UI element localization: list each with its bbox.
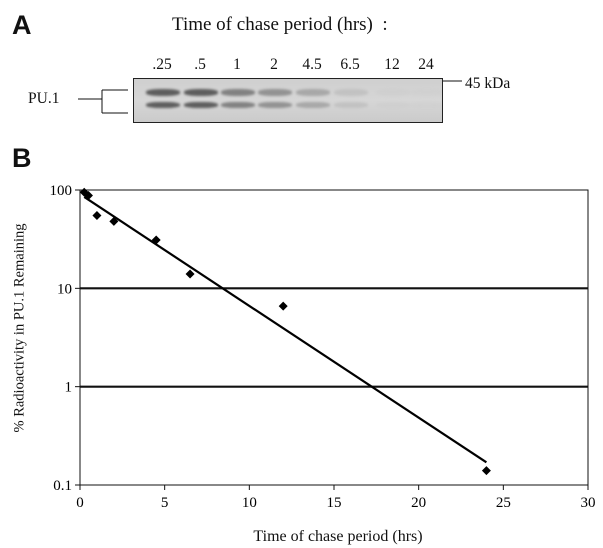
gel-band (146, 89, 180, 96)
plot-frame (79, 189, 589, 486)
gel-band (376, 102, 410, 108)
y-tick-label: 1 (65, 380, 73, 396)
data-point (109, 216, 119, 226)
gel-band (258, 89, 292, 96)
gel-band (334, 102, 368, 108)
gel-band (184, 102, 218, 108)
fit-line (83, 196, 488, 464)
lane-label: 1 (233, 56, 241, 73)
protein-label: PU.1 (28, 90, 60, 107)
lane-label: .5 (194, 56, 206, 73)
gel-title: Time of chase period (hrs) : (172, 14, 388, 35)
gel-band (410, 89, 442, 96)
gel-band (146, 102, 180, 108)
y-tick-label: 10 (57, 281, 72, 297)
data-point (92, 211, 102, 221)
gel-band (410, 102, 442, 108)
lane-label: .25 (152, 56, 172, 73)
panel-b-label: B (12, 143, 32, 173)
panel-a-label: A (12, 10, 32, 40)
y-tick-label: 0.1 (53, 478, 72, 494)
x-tick-label: 25 (496, 495, 511, 511)
x-tick-label: 0 (76, 495, 84, 511)
lane-label: 2 (270, 56, 278, 73)
gel-band (258, 102, 292, 108)
y-tick-label: 100 (50, 183, 73, 199)
gel-image (133, 78, 443, 123)
x-axis-title: Time of chase period (hrs) (253, 528, 423, 545)
gel-band (376, 89, 410, 96)
x-tick-label: 15 (327, 495, 342, 511)
gel-band (296, 102, 330, 108)
data-point (481, 466, 491, 476)
lane-label: 6.5 (340, 56, 360, 73)
gel-band (334, 89, 368, 96)
lane-label: 24 (418, 56, 434, 73)
lane-label: 4.5 (302, 56, 322, 73)
x-tick-label: 30 (581, 495, 596, 511)
gel-band (221, 102, 255, 108)
data-point (278, 301, 288, 311)
gel-band (221, 89, 255, 96)
gel-band (184, 89, 218, 96)
data-point (83, 190, 93, 200)
gel-band (296, 89, 330, 96)
data-point (185, 269, 195, 279)
x-tick-label: 20 (411, 495, 426, 511)
x-tick-label: 5 (161, 495, 169, 511)
lane-label: 12 (384, 56, 400, 73)
marker-label: 45 kDa (465, 75, 511, 92)
data-point (151, 235, 161, 245)
x-tick-label: 10 (242, 495, 257, 511)
